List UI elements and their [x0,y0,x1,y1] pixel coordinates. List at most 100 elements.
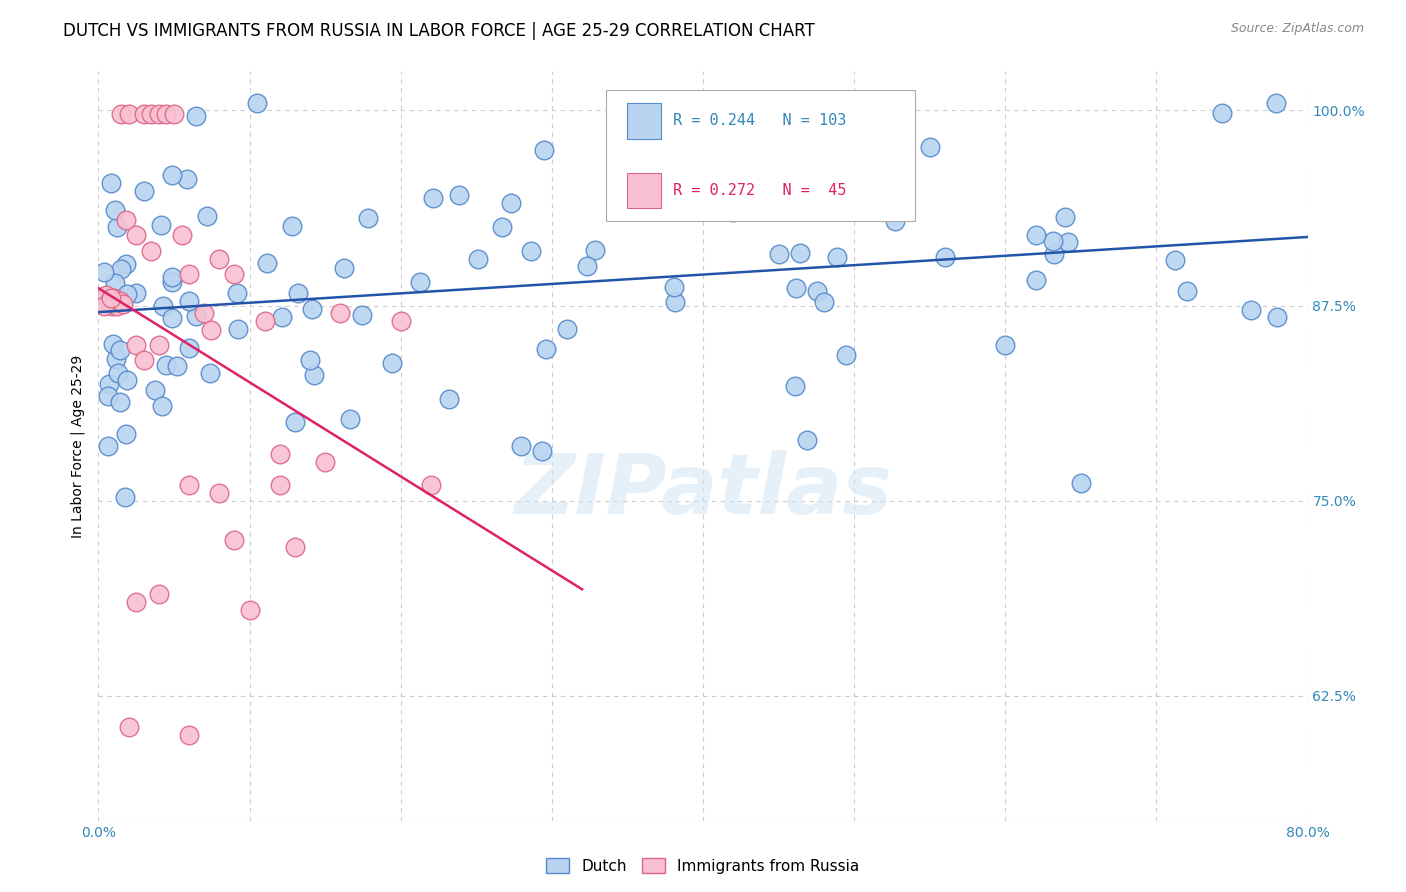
Point [789,245,811,260]
Point [110,262,132,277]
Point [96,389,118,403]
Point [225,285,247,300]
Point [97,439,120,453]
Point [186,310,208,324]
Point [1024,228,1046,243]
Point [166,359,188,373]
Point [114,491,136,505]
Bar [627,103,661,139]
Point [100,177,122,191]
Point [160,168,183,182]
Point [835,348,858,362]
Point [105,298,128,312]
Point [269,478,291,492]
Point [179,267,201,281]
Point [934,250,956,264]
Point [806,284,828,298]
Point [1164,252,1187,267]
Point [179,478,201,492]
Point [284,416,307,430]
Point [143,383,166,397]
Point [108,394,131,409]
Point [104,202,127,217]
Point [177,294,200,309]
Point [107,367,129,381]
Text: ZIPatlas: ZIPatlas [515,450,891,532]
Point [339,412,361,426]
Point [179,728,201,742]
Point [299,353,322,368]
Point [499,195,522,210]
Point [155,358,177,372]
Point [447,187,470,202]
Point [93,298,115,312]
Point [723,205,745,219]
Point [918,140,941,154]
Point [91,293,114,308]
Point [1267,310,1289,324]
Point [1175,284,1198,298]
Point [662,280,685,294]
Point [103,337,125,351]
Point [555,322,578,336]
Point [796,433,818,447]
Point [994,338,1017,352]
Point [160,269,183,284]
Point [1240,303,1263,318]
Point [124,285,146,300]
Point [148,337,170,351]
Point [160,310,183,325]
Point [284,541,307,555]
Point [884,214,907,228]
Text: DUTCH VS IMMIGRANTS FROM RUSSIA IN LABOR FORCE | AGE 25-29 CORRELATION CHART: DUTCH VS IMMIGRANTS FROM RUSSIA IN LABOR… [63,22,815,40]
Text: Source: ZipAtlas.com: Source: ZipAtlas.com [1230,22,1364,36]
Point [100,291,122,305]
Point [1025,272,1047,286]
Point [785,281,807,295]
Point [115,287,138,301]
Point [224,267,246,281]
Point [101,298,124,312]
Point [195,209,218,223]
Point [152,299,174,313]
Point [224,533,246,547]
Y-axis label: In Labor Force | Age 25-29: In Labor Force | Age 25-29 [70,354,86,538]
Bar [627,172,661,209]
FancyBboxPatch shape [606,90,915,221]
Point [186,109,208,123]
Point [208,252,231,266]
Point [1211,105,1233,120]
Point [246,95,269,110]
Point [176,172,198,186]
Point [1070,475,1092,490]
Point [645,134,668,148]
Point [583,243,606,257]
Point [98,295,121,310]
Point [1043,246,1066,260]
Point [148,587,170,601]
Point [256,256,278,270]
Point [93,265,115,279]
Point [94,287,117,301]
Point [664,294,686,309]
Point [208,485,231,500]
Point [163,106,186,120]
Point [200,366,222,380]
Point [510,439,533,453]
Point [125,337,148,351]
Point [141,106,163,120]
Point [768,246,790,260]
Point [713,200,735,214]
Point [114,212,136,227]
Point [132,106,155,120]
Point [520,244,543,258]
Point [149,218,172,232]
Point [115,373,138,387]
Point [1042,234,1064,248]
Point [150,399,173,413]
Point [825,250,848,264]
Legend: Dutch, Immigrants from Russia: Dutch, Immigrants from Russia [540,852,866,880]
Point [534,343,557,357]
Point [281,219,304,234]
Point [357,211,380,226]
